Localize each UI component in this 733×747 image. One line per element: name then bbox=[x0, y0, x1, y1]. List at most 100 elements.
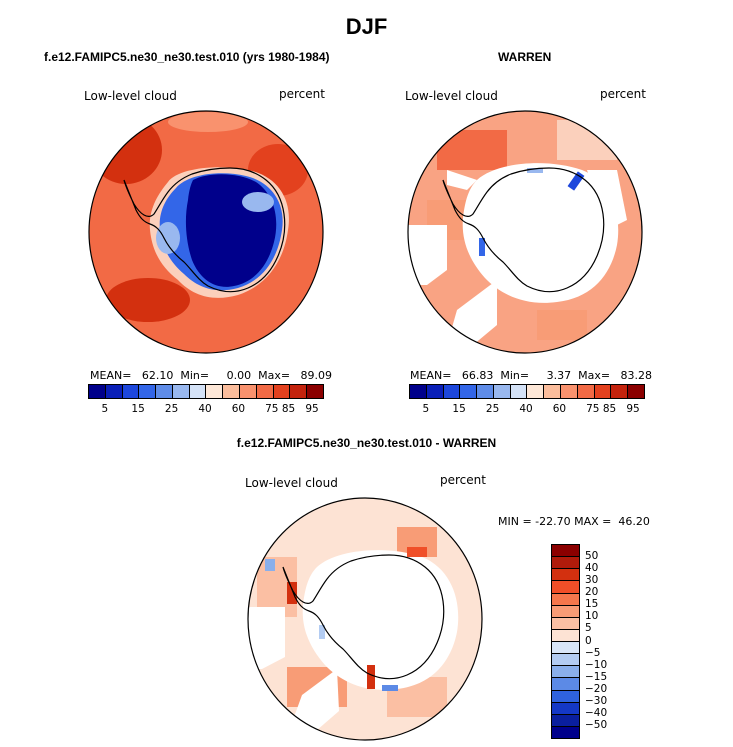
colorbar-swatch bbox=[290, 385, 308, 398]
panel-1-title: f.e12.FAMIPC5.ne30_ne30.test.010 (yrs 19… bbox=[44, 50, 330, 64]
colorbar-swatch bbox=[206, 385, 224, 398]
colorbar-swatch bbox=[552, 678, 579, 691]
colorbar-tick-label: 40 bbox=[519, 403, 533, 415]
colorbar-swatch bbox=[552, 666, 579, 679]
panel-3-colorbar bbox=[551, 544, 580, 739]
panel-1-peninsula-pale bbox=[156, 222, 180, 254]
panel-1-high-cloud-region bbox=[106, 278, 190, 322]
panel-1-stats: MEAN= 62.10 Min= 0.00 Max= 89.09 bbox=[90, 369, 333, 382]
colorbar-tick-label: 85 bbox=[281, 403, 296, 415]
panel-3-title: f.e12.FAMIPC5.ne30_ne30.test.010 - WARRE… bbox=[236, 436, 497, 450]
colorbar-swatch bbox=[544, 385, 562, 398]
colorbar-tick-label: 5 bbox=[101, 403, 109, 415]
panel-3-antarctica-coastline bbox=[282, 554, 445, 680]
panel-2-low-cloud-spot bbox=[527, 168, 543, 173]
colorbar-tick-label: 15 bbox=[452, 403, 466, 415]
colorbar-swatch bbox=[493, 385, 511, 398]
panel-3-map-border bbox=[247, 497, 483, 741]
colorbar-tick-label: 95 bbox=[305, 403, 319, 415]
colorbar-tick-label: −20 bbox=[585, 682, 608, 695]
colorbar-swatch bbox=[510, 385, 528, 398]
colorbar-tick-label: 5 bbox=[422, 403, 430, 415]
colorbar-tick-label: 0 bbox=[585, 634, 592, 647]
colorbar-tick-label: −5 bbox=[585, 646, 601, 659]
panel-3-polar-map bbox=[247, 497, 483, 741]
colorbar-tick-label: 85 bbox=[602, 403, 617, 415]
panel-2-low-cloud-spot bbox=[479, 238, 485, 256]
panel-3-variable-label: Low-level cloud bbox=[245, 476, 338, 490]
panel-3-negative-region bbox=[319, 625, 325, 639]
colorbar-swatch bbox=[527, 385, 545, 398]
panel-2-missing-data bbox=[447, 170, 477, 190]
colorbar-tick-label: 5 bbox=[585, 622, 592, 635]
colorbar-swatch bbox=[273, 385, 291, 398]
panel-1-colorbar bbox=[88, 384, 324, 399]
colorbar-tick-label: 60 bbox=[552, 403, 567, 415]
colorbar-tick-label: −50 bbox=[585, 718, 608, 731]
colorbar-tick-label: 15 bbox=[131, 403, 145, 415]
colorbar-tick-label: 95 bbox=[626, 403, 640, 415]
colorbar-tick-label: 20 bbox=[585, 586, 599, 599]
colorbar-tick-label: 25 bbox=[164, 403, 179, 415]
colorbar-tick-label: 60 bbox=[231, 403, 246, 415]
colorbar-swatch bbox=[594, 385, 612, 398]
panel-2-continent-mask bbox=[462, 163, 619, 303]
colorbar-swatch bbox=[477, 385, 494, 398]
colorbar-tick-label: 75 bbox=[265, 403, 279, 415]
colorbar-swatch bbox=[156, 385, 173, 398]
colorbar-swatch bbox=[223, 385, 241, 398]
colorbar-swatch bbox=[307, 385, 323, 398]
colorbar-swatch bbox=[552, 557, 579, 570]
panel-2-mid-cloud-region bbox=[437, 130, 507, 170]
colorbar-swatch bbox=[89, 385, 106, 398]
colorbar-swatch bbox=[256, 385, 274, 398]
panel-3-strong-positive bbox=[367, 665, 375, 689]
colorbar-swatch bbox=[552, 690, 579, 703]
figure-title: DJF bbox=[345, 14, 388, 39]
colorbar-tick-label: 75 bbox=[586, 403, 600, 415]
colorbar-tick-label: 50 bbox=[585, 550, 599, 563]
panel-2-pale-region bbox=[557, 120, 617, 160]
colorbar-tick-label: 15 bbox=[585, 598, 599, 611]
colorbar-swatch bbox=[552, 714, 579, 727]
colorbar-tick-label: −15 bbox=[585, 670, 608, 683]
panel-3-missing-data bbox=[248, 607, 285, 669]
panel-3-negative-region bbox=[265, 559, 275, 571]
panel-2-title: WARREN bbox=[498, 50, 552, 64]
panel-2-map-border bbox=[407, 110, 643, 354]
panel-1-polar-map bbox=[88, 110, 324, 354]
colorbar-swatch bbox=[189, 385, 207, 398]
colorbar-swatch bbox=[552, 545, 579, 558]
colorbar-swatch bbox=[139, 385, 157, 398]
panel-1-colorbar-ticks: 5 15 25 40 60 75 85 95 bbox=[88, 403, 324, 417]
colorbar-swatch bbox=[561, 385, 578, 398]
colorbar-swatch bbox=[611, 385, 629, 398]
colorbar-tick-label: 25 bbox=[485, 403, 500, 415]
panel-1-map-border bbox=[88, 110, 324, 354]
panel-2-stats: MEAN= 66.83 Min= 3.37 Max= 83.28 bbox=[410, 369, 653, 382]
colorbar-swatch bbox=[552, 593, 579, 606]
colorbar-swatch bbox=[172, 385, 190, 398]
colorbar-swatch bbox=[552, 702, 579, 715]
colorbar-swatch bbox=[410, 385, 427, 398]
colorbar-tick-label: −30 bbox=[585, 694, 608, 707]
colorbar-swatch bbox=[105, 385, 123, 398]
colorbar-swatch bbox=[552, 654, 579, 667]
colorbar-tick-label: 40 bbox=[198, 403, 212, 415]
colorbar-swatch bbox=[552, 642, 579, 655]
panel-2-colorbar-ticks: 5 15 25 40 60 75 85 95 bbox=[409, 403, 645, 417]
colorbar-swatch bbox=[552, 581, 579, 594]
colorbar-tick-label: 40 bbox=[585, 562, 599, 575]
panel-3-stats: MIN = -22.70 MAX = 46.20 bbox=[498, 515, 650, 528]
panel-1-variable-label: Low-level cloud bbox=[84, 89, 177, 103]
panel-2-missing-data bbox=[408, 225, 447, 285]
panel-2-polar-map bbox=[407, 110, 643, 354]
colorbar-swatch bbox=[552, 617, 579, 630]
colorbar-swatch bbox=[552, 629, 579, 642]
colorbar-swatch bbox=[122, 385, 140, 398]
panel-1-units-label: percent bbox=[279, 87, 325, 101]
colorbar-swatch bbox=[552, 726, 579, 738]
colorbar-swatch bbox=[240, 385, 257, 398]
panel-3-continent-mask bbox=[302, 550, 459, 690]
colorbar-tick-label: 30 bbox=[585, 574, 599, 587]
